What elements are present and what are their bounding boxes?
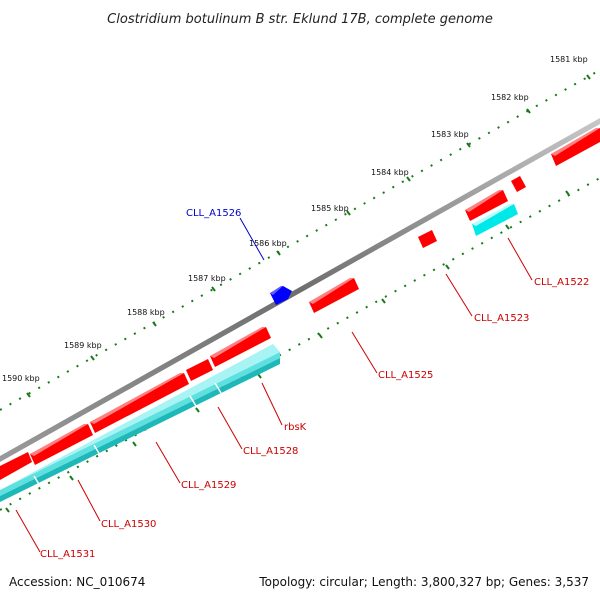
gene-label: rbsK xyxy=(284,422,307,433)
inner-major-ticks xyxy=(5,190,570,513)
major-tick xyxy=(211,286,216,292)
kbp-label: 1590 kbp xyxy=(2,374,40,383)
leader-CLL_A1525 xyxy=(351,331,378,374)
gene-rbsK xyxy=(210,327,271,367)
major-tick xyxy=(5,507,10,513)
major-tick xyxy=(69,475,74,481)
major-tick xyxy=(406,176,411,182)
major-tick xyxy=(132,441,137,447)
kbp-label: 1586 kbp xyxy=(249,239,287,248)
gene-CLL_A1529 xyxy=(90,373,189,433)
kbp-label: 1581 kbp xyxy=(550,55,588,64)
orf-feature xyxy=(0,358,280,502)
major-tick xyxy=(346,210,351,216)
orf-feature xyxy=(472,204,514,226)
major-tick xyxy=(526,108,531,114)
orf-feature xyxy=(0,344,280,490)
gene-small xyxy=(511,176,526,192)
gene-label: CLL_A1523 xyxy=(474,313,529,324)
leader-CLL_A1523 xyxy=(445,273,473,317)
leader-CLL_A1531 xyxy=(15,509,41,553)
gene-label: CLL_A1529 xyxy=(181,480,236,491)
gene-edge xyxy=(551,128,600,166)
gene-label: CLL_A1531 xyxy=(40,549,95,560)
major-tick xyxy=(26,392,31,398)
orf-feature xyxy=(0,352,280,496)
orf-separators xyxy=(33,382,222,487)
major-tick xyxy=(586,74,591,80)
kbp-label: 1583 kbp xyxy=(431,130,469,139)
outer-major-ticks xyxy=(26,74,591,398)
gene-label: CLL_A1530 xyxy=(101,519,156,530)
gene-CLL_A1525 xyxy=(309,278,359,313)
gene-label: CLL_A1528 xyxy=(243,446,298,457)
outer-scale xyxy=(0,69,600,411)
major-tick xyxy=(195,407,200,413)
kbp-label: 1582 kbp xyxy=(491,93,529,102)
forward-genes xyxy=(0,128,600,480)
major-tick xyxy=(276,250,281,256)
topology-text: Topology: circular; Length: 3,800,327 bp… xyxy=(258,575,589,589)
leader-CLL_A1526 xyxy=(239,217,265,261)
gene-CLL_A1522-top xyxy=(465,190,503,212)
gene-CLL_A1529-top xyxy=(90,373,184,424)
kbp-label: 1585 kbp xyxy=(311,204,349,213)
outer-tick-line xyxy=(0,69,600,411)
gene-CLL_A1525-top xyxy=(309,278,354,304)
gene-CLL_A1526-top xyxy=(270,286,283,295)
leader-CLL_A1522 xyxy=(507,237,533,281)
separator xyxy=(33,475,41,487)
kbp-label: 1587 kbp xyxy=(188,274,226,283)
leader-lines xyxy=(15,217,533,553)
major-tick xyxy=(90,355,95,361)
separator xyxy=(214,382,222,394)
inner-tick-line xyxy=(0,177,600,511)
leader-CLL_A1530 xyxy=(77,479,101,522)
major-tick xyxy=(565,190,570,196)
gene-label: CLL_A1526 xyxy=(186,208,241,219)
major-tick xyxy=(466,142,471,148)
gene-rbsK-top xyxy=(210,327,266,358)
major-tick xyxy=(445,264,450,270)
leader-CLL_A1528 xyxy=(217,406,243,450)
orf-feature xyxy=(472,204,518,236)
gene-label: CLL_A1522 xyxy=(534,277,589,288)
gene-CLL_A1523 xyxy=(418,230,437,248)
major-tick xyxy=(318,333,323,339)
gene-CLL_A1528 xyxy=(186,359,213,381)
separator xyxy=(189,395,197,407)
scale-labels: 1581 kbp 1582 kbp 1583 kbp 1584 kbp 1585… xyxy=(2,55,588,383)
gene-labels: CLL_A1522 CLL_A1523 CLL_A1525 rbsK CLL_A… xyxy=(40,208,589,560)
orf-track xyxy=(0,204,518,502)
gene-edge-top xyxy=(551,128,600,156)
accession-text: Accession: NC_010674 xyxy=(9,575,145,589)
gene-CLL_A1530-top xyxy=(30,424,88,456)
leader-CLL_A1529 xyxy=(155,441,181,484)
reverse-genes xyxy=(270,286,292,305)
genome-backbone xyxy=(0,118,600,462)
kbp-label: 1588 kbp xyxy=(127,308,165,317)
gene-CLL_A1531 xyxy=(0,452,32,480)
gene-CLL_A1530 xyxy=(30,424,93,465)
map-title: Clostridium botulinum B str. Eklund 17B,… xyxy=(107,12,493,27)
gene-label: CLL_A1525 xyxy=(378,370,433,381)
leader-rbsK xyxy=(261,382,283,426)
major-tick xyxy=(381,298,386,304)
kbp-label: 1584 kbp xyxy=(371,168,409,177)
major-tick xyxy=(505,224,510,230)
gene-CLL_A1522 xyxy=(465,190,508,221)
separator xyxy=(93,444,101,456)
major-tick xyxy=(257,373,262,379)
kbp-label: 1589 kbp xyxy=(64,341,102,350)
major-tick xyxy=(152,321,157,327)
